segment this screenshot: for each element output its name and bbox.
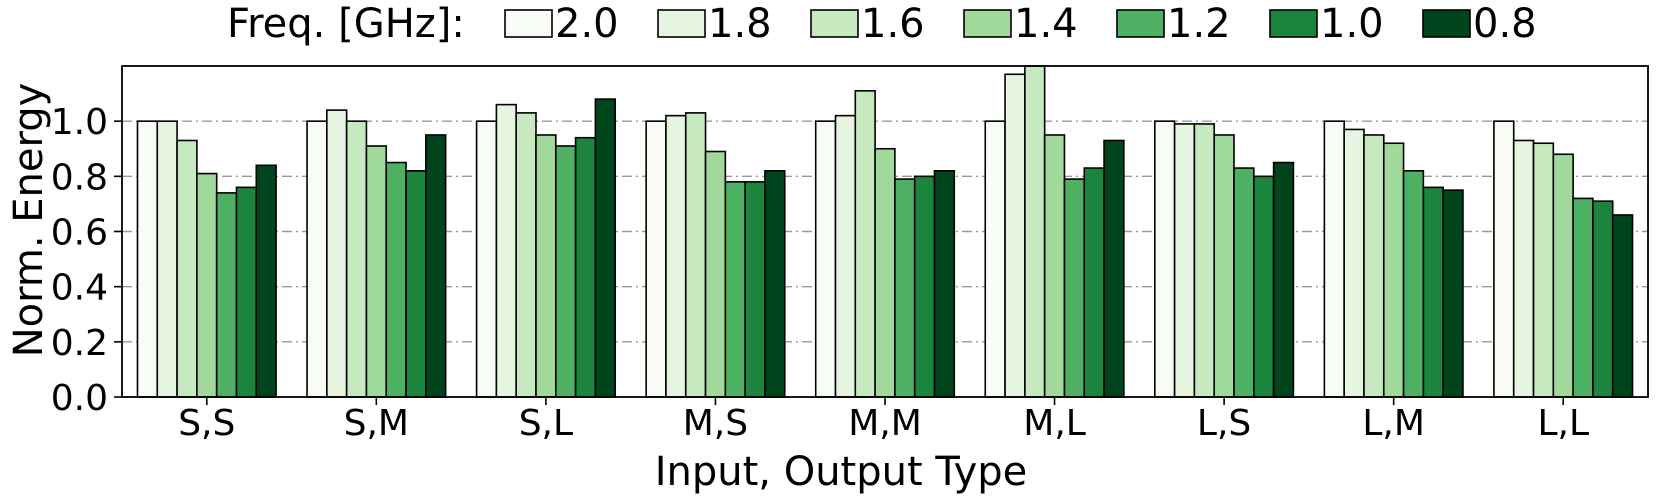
x-axis-label: Input, Output Type	[655, 449, 1028, 495]
bar	[1024, 65, 1046, 398]
bar	[1363, 134, 1385, 398]
legend-entry-label: 1.6	[861, 1, 925, 47]
bar	[215, 192, 238, 398]
bar	[554, 145, 577, 398]
legend-swatch	[1422, 9, 1471, 38]
bar	[834, 114, 857, 398]
bar	[665, 114, 687, 398]
bar	[255, 164, 277, 398]
bar	[1422, 186, 1444, 398]
bar	[594, 98, 616, 398]
legend: Freq. [GHz]: 2.0 1.8 1.6 1.4 1.2 1.0 0.8	[227, 1, 1537, 47]
bar	[1004, 73, 1026, 398]
bar	[814, 120, 837, 398]
plot-area: S,S S,M S,L M,S M,M M,L L,S L,M L,L 0.0 0.2 0.4 0.6 0…	[51, 65, 1649, 444]
bar	[475, 120, 498, 398]
bar	[535, 134, 557, 398]
bar	[724, 181, 746, 398]
legend-entry-label: 1.8	[708, 1, 772, 47]
bar	[1154, 120, 1176, 398]
legend-swatch	[963, 9, 1012, 38]
legend-swatch	[1269, 9, 1318, 38]
bar	[1253, 175, 1275, 398]
bar	[345, 120, 368, 398]
bar	[1103, 139, 1125, 398]
bar	[156, 120, 178, 398]
bar	[1611, 214, 1634, 398]
bar	[764, 170, 786, 398]
y-tick-label: 0.4	[51, 268, 108, 309]
x-tick-label: L,S	[1197, 403, 1251, 444]
bar	[1552, 153, 1574, 398]
bar	[744, 181, 766, 398]
y-tick-label: 0.8	[51, 157, 108, 198]
x-tick-label: L,L	[1537, 403, 1589, 444]
x-tick-label: M,M	[848, 403, 922, 444]
bar	[176, 139, 198, 398]
legend-entry-label: 0.8	[1473, 1, 1537, 47]
legend-swatch	[1116, 9, 1165, 38]
bar	[1233, 167, 1255, 398]
bar	[1043, 134, 1066, 398]
legend-swatch	[504, 9, 553, 38]
bar	[1512, 139, 1535, 398]
bar	[645, 120, 667, 398]
legend-swatch	[810, 9, 859, 38]
bar	[1083, 167, 1105, 398]
bar	[933, 170, 956, 398]
bar	[365, 145, 388, 398]
legend-title: Freq. [GHz]:	[227, 1, 465, 47]
bar	[405, 170, 427, 398]
bar	[854, 90, 876, 398]
bar	[984, 120, 1006, 398]
bar	[1402, 170, 1425, 398]
legend-entry-label: 1.2	[1167, 1, 1231, 47]
bar	[1343, 128, 1365, 398]
bar	[1173, 123, 1196, 398]
bar	[1213, 134, 1235, 398]
y-axis-label: Norm. Energy	[6, 83, 52, 358]
bar	[874, 147, 896, 398]
bar	[913, 175, 936, 398]
x-tick-label: S,L	[519, 403, 573, 444]
bar	[425, 134, 447, 398]
legend-entry-label: 2.0	[555, 1, 619, 47]
bar	[894, 178, 916, 398]
bar	[1193, 123, 1216, 398]
bar	[704, 150, 727, 398]
bar	[684, 112, 707, 398]
bar	[1592, 200, 1614, 398]
bar	[385, 161, 407, 398]
x-tick-label: M,L	[1023, 403, 1086, 444]
bar	[515, 112, 537, 398]
bar	[574, 136, 597, 398]
bar	[1493, 120, 1515, 398]
bar	[196, 172, 218, 398]
bar	[1382, 142, 1405, 398]
bar	[235, 186, 258, 398]
legend-entry-label: 1.0	[1320, 1, 1384, 47]
x-tick-label: L,M	[1362, 403, 1425, 444]
bar	[326, 109, 348, 398]
bar	[1532, 142, 1555, 398]
legend-entry-label: 1.4	[1014, 1, 1078, 47]
bar	[136, 120, 159, 398]
y-tick-label: 1.0	[51, 102, 108, 143]
y-tick-label: 0.0	[51, 378, 108, 419]
bar	[1323, 120, 1345, 398]
legend-swatch	[657, 9, 706, 38]
bar	[1063, 178, 1086, 398]
x-tick-label: M,S	[683, 403, 748, 444]
x-tick-label: S,S	[178, 403, 235, 444]
bar	[1442, 189, 1464, 398]
y-tick-label: 0.2	[51, 323, 108, 364]
bar	[1572, 197, 1594, 398]
bar	[1272, 161, 1295, 398]
bar	[306, 120, 328, 398]
bar	[495, 103, 517, 398]
x-tick-label: S,M	[344, 403, 409, 444]
y-tick-label: 0.6	[51, 213, 108, 254]
